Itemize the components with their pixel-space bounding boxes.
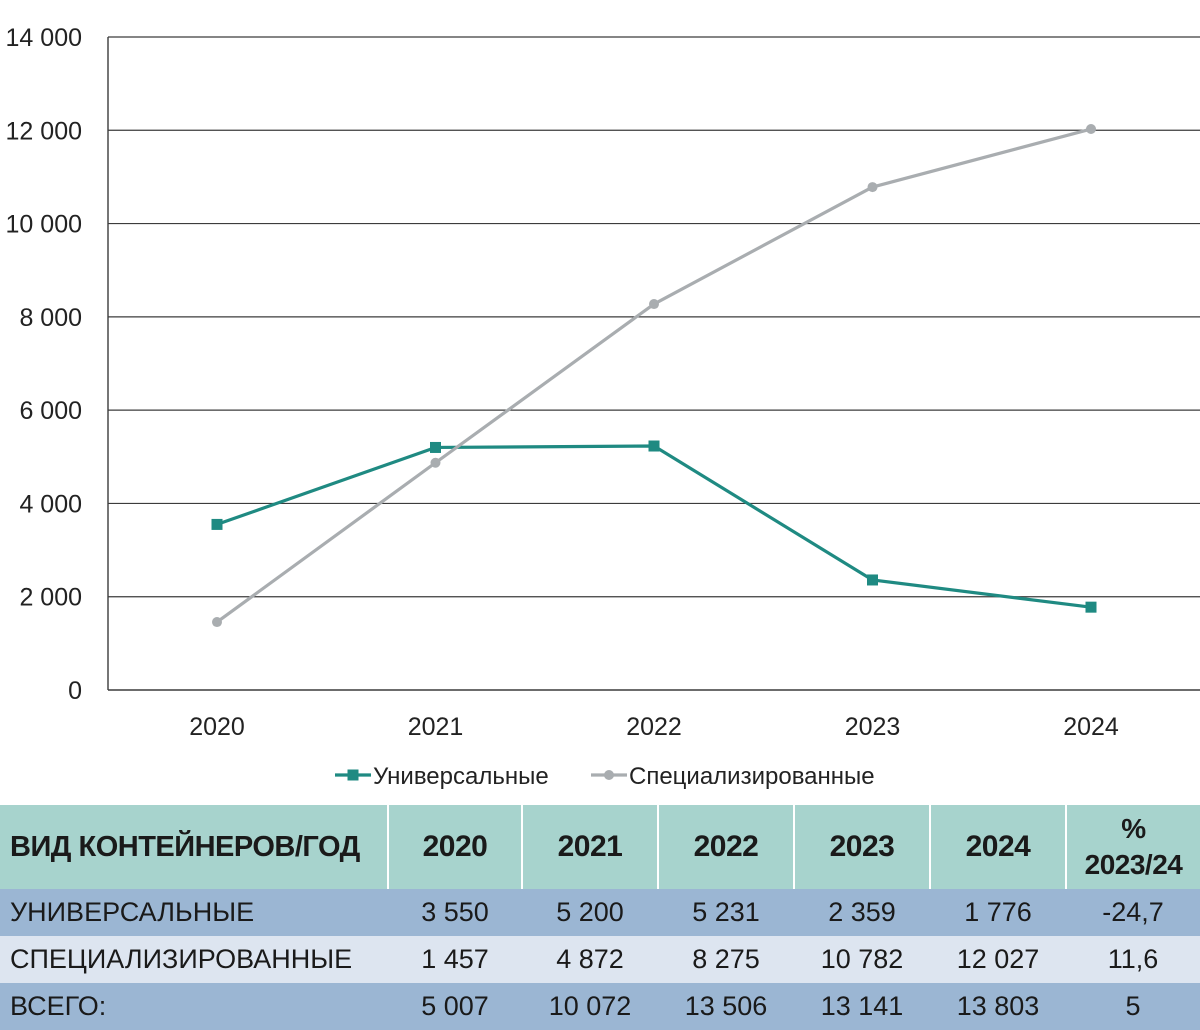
header-year: 2024 <box>930 805 1067 889</box>
series <box>211 124 1097 628</box>
legend-label: Универсальные <box>373 763 549 790</box>
x-tick-label: 2021 <box>408 713 464 741</box>
table-cell: 5 007 <box>388 983 522 1030</box>
table-cell: 13 506 <box>658 983 794 1030</box>
data-point-circle <box>430 457 441 468</box>
y-tick-label: 0 <box>68 677 82 705</box>
table-row: УНИВЕРСАЛЬНЫЕ 3 550 5 200 5 231 2 359 1 … <box>0 889 1200 936</box>
x-tick-label: 2024 <box>1063 713 1119 741</box>
gridlines <box>108 36 1200 598</box>
header-year: 2022 <box>658 805 795 889</box>
legend-marker-circle <box>604 770 614 780</box>
x-tick-label: 2022 <box>626 713 682 741</box>
y-tick-label: 10 000 <box>6 211 82 239</box>
table-row: СПЕЦИАЛИЗИРОВАННЫЕ 1 457 4 872 8 275 10 … <box>0 936 1200 983</box>
legend-label: Специализированные <box>629 763 875 790</box>
y-tick-label: 2 000 <box>19 584 82 612</box>
pct-cell: 11,6 <box>1066 936 1200 983</box>
header-year: 2020 <box>388 805 523 889</box>
pct-cell: -24,7 <box>1066 889 1200 936</box>
legend: Универсальные Специализированные <box>335 763 875 790</box>
data-point-square <box>867 574 878 586</box>
table-cell: 12 027 <box>930 936 1066 983</box>
table-cell: 1 457 <box>388 936 522 983</box>
header-pct-period: 2023/24 <box>1084 849 1183 880</box>
data-point-square <box>430 441 441 453</box>
header-pct-change: % 2023/24 <box>1066 805 1200 889</box>
data-point-square <box>648 440 660 452</box>
table-cell: 1 776 <box>930 889 1066 936</box>
row-label: СПЕЦИАЛИЗИРОВАННЫЕ <box>0 936 388 983</box>
data-point-circle <box>867 182 878 193</box>
series-line-2 <box>216 127 1092 624</box>
table-cell: 8 275 <box>658 936 794 983</box>
x-tick-label: 2023 <box>845 713 901 741</box>
row-label: УНИВЕРСАЛЬНЫЕ <box>0 889 388 936</box>
row-label: ВСЕГО: <box>0 983 388 1030</box>
table-cell: 13 803 <box>930 983 1066 1030</box>
y-axis-tick-labels: 0 2 000 4 000 6 000 8 000 10 000 12 000 14 000 <box>6 24 82 705</box>
data-point-circle <box>212 617 222 628</box>
y-tick-label: 6 000 <box>19 397 82 425</box>
header-pct-symbol: % <box>1121 813 1146 844</box>
legend-marker-square <box>347 769 359 781</box>
axes <box>107 37 1200 691</box>
y-tick-label: 12 000 <box>6 117 82 145</box>
y-tick-label: 4 000 <box>19 490 82 518</box>
table-cell: 3 550 <box>388 889 522 936</box>
header-category: ВИД КОНТЕЙНЕРОВ/ГОД <box>0 805 389 889</box>
table-cell: 5 200 <box>522 889 658 936</box>
table-cell: 10 072 <box>522 983 658 1030</box>
table-cell: 2 359 <box>794 889 930 936</box>
table-cell: 4 872 <box>522 936 658 983</box>
x-axis-tick-labels: 2020 2021 2022 2023 2024 <box>189 713 1119 741</box>
table-cell: 5 231 <box>658 889 794 936</box>
table-cell: 10 782 <box>794 936 930 983</box>
pct-cell: 5 <box>1066 983 1200 1030</box>
table-header-row: ВИД КОНТЕЙНЕРОВ/ГОД 2020 2021 2022 2023 … <box>0 805 1200 889</box>
header-year: 2023 <box>794 805 931 889</box>
header-year: 2021 <box>522 805 659 889</box>
data-point-circle <box>649 299 659 310</box>
data-table: ВИД КОНТЕЙНЕРОВ/ГОД 2020 2021 2022 2023 … <box>0 805 1200 1030</box>
table-cell: 13 141 <box>794 983 930 1030</box>
data-point-square <box>1085 601 1097 613</box>
y-tick-label: 8 000 <box>19 304 82 332</box>
table-row: ВСЕГО: 5 007 10 072 13 506 13 141 13 803… <box>0 983 1200 1030</box>
y-tick-label: 14 000 <box>6 24 82 52</box>
data-point-circle <box>1086 124 1096 135</box>
data-point-square <box>211 518 223 530</box>
x-tick-label: 2020 <box>189 713 245 741</box>
